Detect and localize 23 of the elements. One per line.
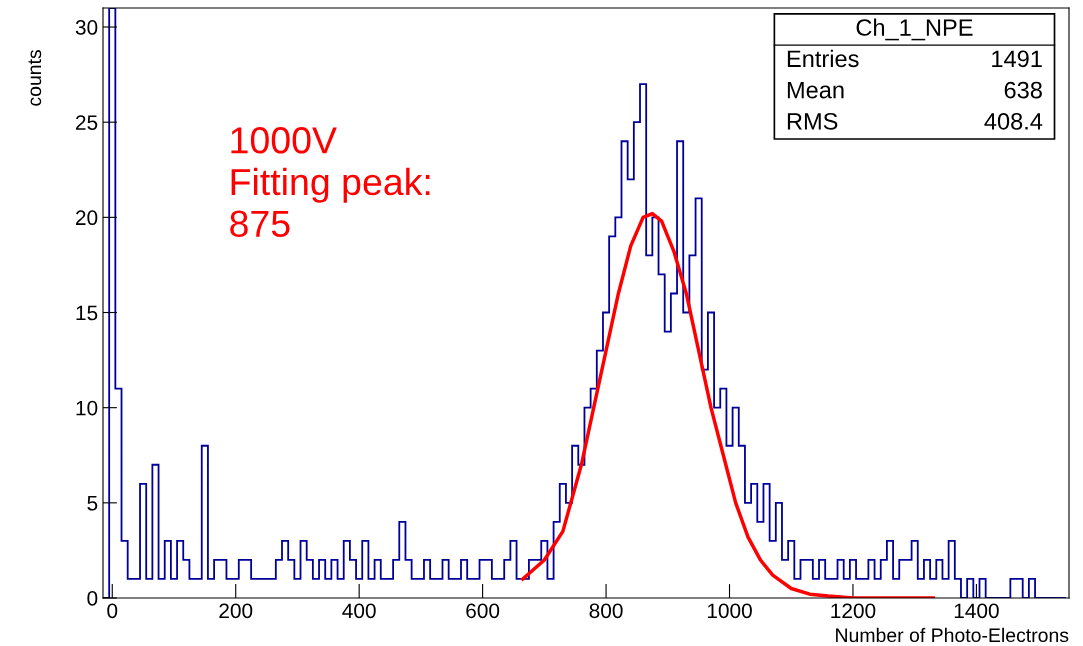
x-tick-label: 1000: [707, 603, 752, 619]
text: RMS 408.4: [787, 112, 1043, 130]
x-tick-label: 800: [589, 603, 623, 619]
x-tick-label: 200: [219, 603, 253, 619]
y-tick-label: 20: [76, 210, 98, 226]
y-tick-label: 15: [76, 305, 98, 321]
x-tick-label: 600: [466, 603, 500, 619]
text: Entries 1491: [787, 49, 1042, 68]
y-tick-label: 0: [87, 591, 98, 606]
x-tick-label: 0: [107, 603, 118, 619]
x-tick-label: 1400: [954, 603, 999, 619]
y-tick-label: 10: [76, 400, 98, 416]
text: Mean 638: [787, 81, 1042, 99]
y-tick-label: 5: [87, 496, 98, 511]
y-tick-label: 30: [75, 20, 98, 35]
annotation: 1000V Fitting peak: 875: [230, 126, 430, 238]
y-axis-title: counts: [28, 50, 42, 106]
annotation: Ch_1_NPE: [856, 18, 973, 41]
x-axis-title: Number of Photo-Electrons: [836, 627, 1069, 643]
x-tick-label: 1200: [831, 603, 876, 619]
line-series: [520, 211, 935, 598]
x-tick-label: 400: [342, 603, 376, 619]
y-tick-label: 25: [76, 115, 98, 130]
